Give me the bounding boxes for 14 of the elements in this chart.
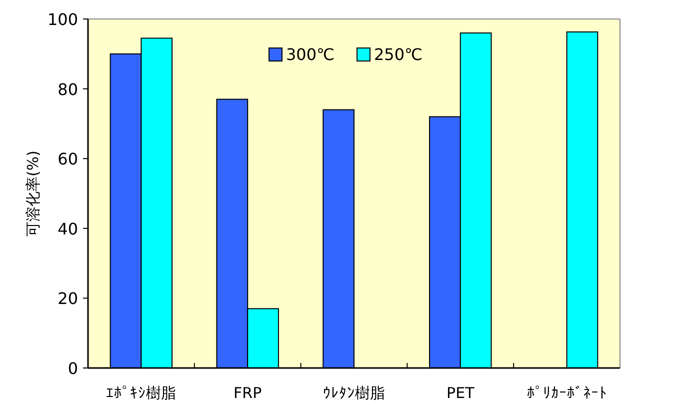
- y-axis-title: 可溶化率(%): [24, 150, 42, 236]
- y-tick-label: 100: [47, 10, 78, 29]
- legend-label: 300℃: [286, 45, 335, 64]
- x-tick-label: FRP: [234, 384, 262, 402]
- x-tick-label: ｴﾎﾟｷｼ樹脂: [106, 384, 176, 402]
- y-tick-label: 60: [58, 150, 78, 169]
- x-tick-label: ﾎﾟﾘｶｰﾎﾞﾈｰﾄ: [526, 384, 607, 402]
- y-tick-label: 0: [68, 359, 78, 378]
- legend-label: 250℃: [374, 45, 423, 64]
- y-tick-label: 20: [58, 289, 78, 308]
- x-tick-label: PET: [446, 384, 476, 402]
- y-tick-label: 80: [58, 80, 78, 99]
- x-tick-label: ｳﾚﾀﾝ樹脂: [323, 384, 385, 402]
- y-tick-label: 40: [58, 219, 78, 238]
